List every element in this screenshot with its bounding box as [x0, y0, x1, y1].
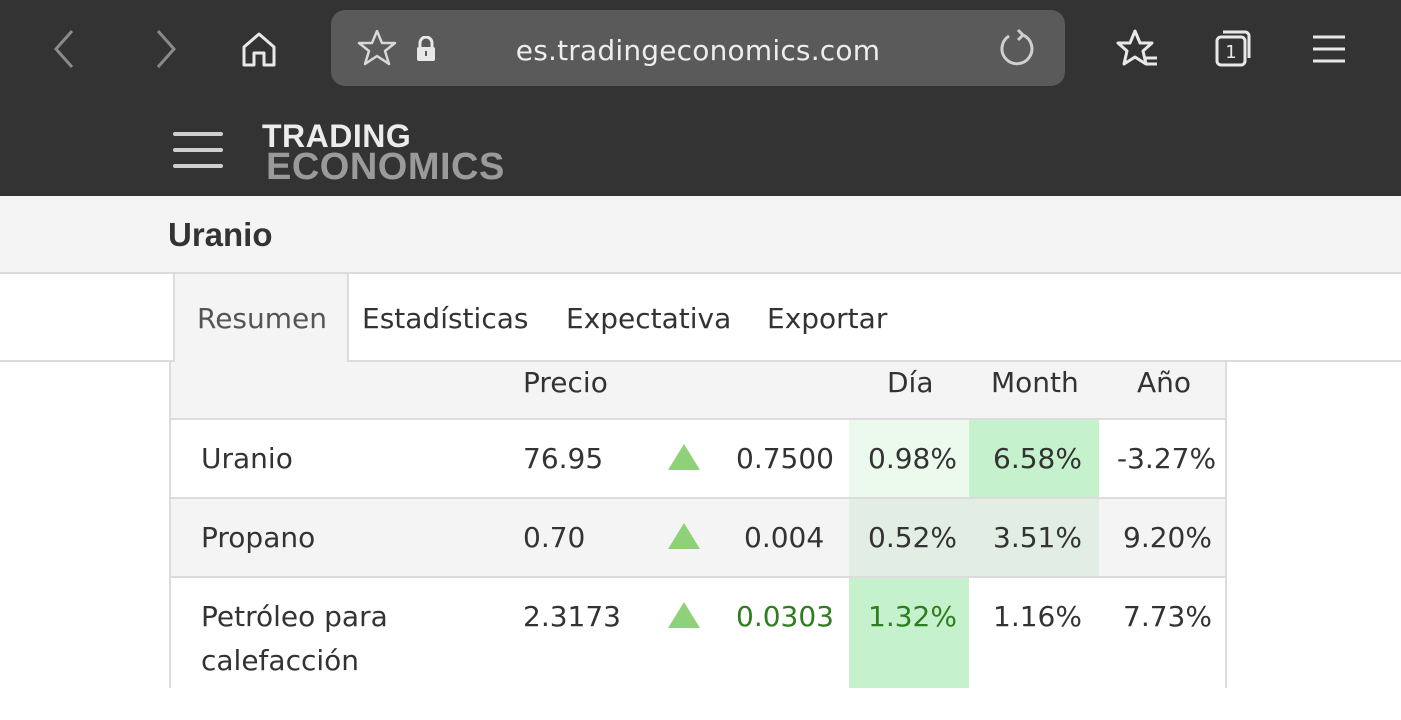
back-icon — [53, 30, 74, 68]
tab-estadisticas[interactable]: Estadísticas — [362, 302, 529, 335]
site-header: TRADING ECONOMICS — [0, 100, 1401, 196]
row-name[interactable]: Petróleo para — [201, 600, 388, 633]
logo-top-text: TRADING — [262, 118, 412, 154]
site-logo[interactable]: TRADING ECONOMICS — [262, 120, 505, 186]
url-text[interactable]: es.tradingeconomics.com — [515, 34, 881, 67]
row-change: 0.0303 — [736, 600, 834, 633]
table-row[interactable]: Propano 0.70 0.004 0.52% 3.51% 9.20% — [171, 499, 1225, 578]
up-arrow-icon — [668, 444, 700, 470]
forward-icon — [156, 30, 177, 68]
favorites-icon — [1116, 29, 1157, 66]
tab-expectativa[interactable]: Expectativa — [566, 302, 732, 335]
favorites-button[interactable] — [1112, 24, 1162, 74]
lock-icon — [417, 36, 435, 61]
up-arrow-icon — [668, 602, 700, 628]
row-price: 76.95 — [523, 442, 604, 475]
row-month: 1.16% — [993, 600, 1082, 633]
tab-count: 1 — [1225, 42, 1236, 63]
row-month: 6.58% — [993, 442, 1082, 475]
browser-menu-button[interactable] — [1304, 24, 1354, 74]
row-day: 0.98% — [868, 442, 957, 475]
logo-bottom-text: ECONOMICS — [266, 146, 505, 188]
reload-icon[interactable] — [997, 27, 1037, 69]
row-day: 0.52% — [868, 521, 957, 554]
title-bar: Uranio — [0, 196, 1401, 274]
commodities-table: Precio Día Month Año Uranio 76.95 0.7500… — [169, 362, 1227, 688]
header-ano[interactable]: Año — [1137, 366, 1192, 399]
browser-toolbar: es.tradingeconomics.com 1 — [0, 0, 1401, 100]
forward-button[interactable] — [140, 24, 190, 74]
row-year: 9.20% — [1123, 521, 1212, 554]
row-name[interactable]: Propano — [201, 521, 316, 554]
row-name[interactable]: Uranio — [201, 442, 293, 475]
row-change: 0.7500 — [736, 442, 834, 475]
page-title: Uranio — [168, 216, 273, 253]
table-row[interactable]: Petróleo para calefacción 2.3173 0.0303 … — [171, 578, 1225, 688]
menu-icon — [1313, 35, 1345, 63]
tabs-icon: 1 — [1215, 30, 1251, 67]
tabs-button[interactable]: 1 — [1208, 24, 1258, 74]
table-header: Precio Día Month Año — [171, 362, 1225, 420]
row-day: 1.32% — [868, 600, 957, 633]
tab-bar: Resumen Estadísticas Expectativa Exporta… — [0, 274, 1401, 362]
tab-resumen[interactable]: Resumen — [173, 274, 350, 362]
row-name-line2[interactable]: calefacción — [201, 644, 360, 677]
row-price: 2.3173 — [523, 600, 621, 633]
home-button[interactable] — [234, 24, 284, 74]
row-year: -3.27% — [1117, 442, 1217, 475]
up-arrow-icon — [668, 523, 700, 549]
row-year: 7.73% — [1123, 600, 1212, 633]
address-bar[interactable]: es.tradingeconomics.com — [331, 10, 1065, 86]
star-icon[interactable] — [357, 28, 397, 68]
back-button[interactable] — [40, 24, 90, 74]
header-month[interactable]: Month — [991, 366, 1079, 399]
header-precio[interactable]: Precio — [523, 366, 608, 399]
tab-exportar[interactable]: Exportar — [767, 302, 888, 335]
table-row[interactable]: Uranio 76.95 0.7500 0.98% 6.58% -3.27% — [171, 420, 1225, 499]
row-month: 3.51% — [993, 521, 1082, 554]
row-price: 0.70 — [523, 521, 586, 554]
row-change: 0.004 — [744, 521, 825, 554]
home-icon — [242, 32, 276, 67]
site-menu-icon[interactable] — [173, 132, 223, 172]
header-dia[interactable]: Día — [887, 366, 934, 399]
